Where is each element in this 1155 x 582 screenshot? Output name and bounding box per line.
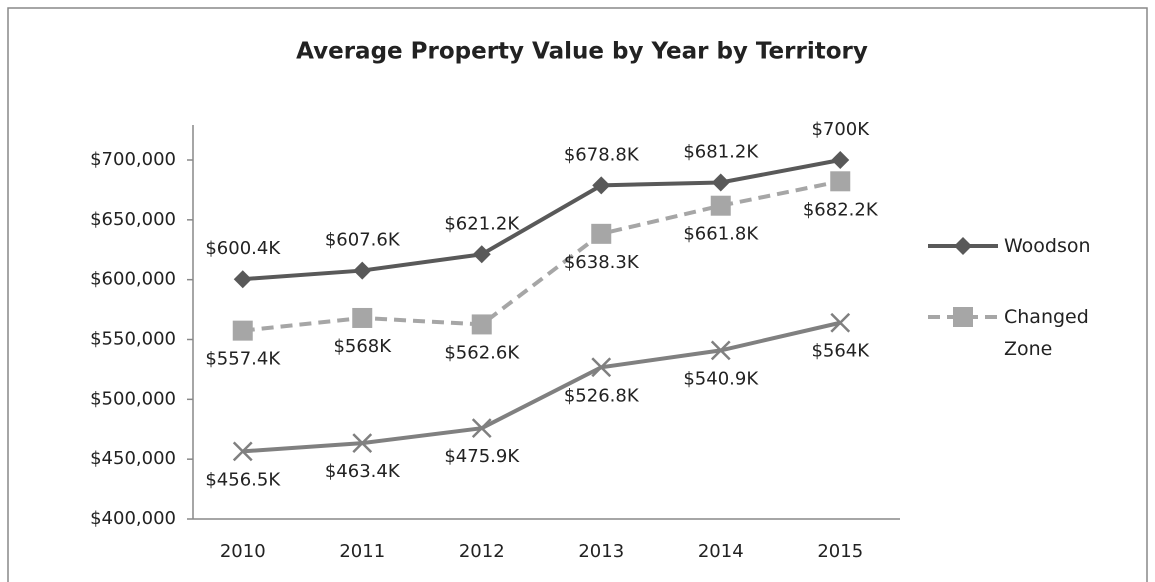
data-point bbox=[352, 433, 373, 454]
data-point bbox=[592, 176, 611, 195]
x-tick-label: 2011 bbox=[339, 541, 385, 562]
y-tick-label: $700,000 bbox=[90, 149, 176, 170]
legend-marker bbox=[954, 237, 972, 255]
y-tick-label: $450,000 bbox=[90, 448, 176, 469]
data-point bbox=[591, 357, 612, 378]
data-label: $661.8K bbox=[683, 224, 759, 245]
data-label: $557.4K bbox=[205, 349, 281, 370]
data-label: $678.8K bbox=[564, 144, 640, 165]
series-line bbox=[242, 158, 841, 282]
data-label: $463.4K bbox=[325, 461, 401, 482]
data-label: $562.6K bbox=[444, 342, 520, 363]
data-label: $621.2K bbox=[444, 213, 520, 234]
y-tick-label: $650,000 bbox=[90, 209, 176, 230]
data-label: $600.4K bbox=[205, 238, 281, 259]
data-point bbox=[352, 307, 373, 328]
data-point bbox=[711, 173, 730, 192]
x-tick-label: 2010 bbox=[220, 541, 266, 562]
data-point bbox=[232, 320, 253, 341]
legend-marker bbox=[953, 307, 973, 327]
data-point bbox=[831, 151, 850, 169]
x-tick-label: 2013 bbox=[578, 541, 624, 562]
data-point bbox=[471, 314, 492, 335]
data-label: $526.8K bbox=[564, 385, 640, 406]
data-point bbox=[472, 245, 491, 264]
data-point bbox=[353, 261, 372, 280]
data-point bbox=[591, 223, 612, 244]
y-tick-label: $500,000 bbox=[90, 388, 176, 409]
data-label: $700K bbox=[811, 119, 870, 140]
data-label: $475.9K bbox=[444, 446, 520, 467]
series-line bbox=[242, 179, 841, 333]
data-point bbox=[232, 441, 253, 462]
data-label: $681.2K bbox=[683, 141, 759, 162]
data-label: $564K bbox=[811, 341, 870, 362]
y-tick-label: $600,000 bbox=[90, 269, 176, 290]
data-point bbox=[830, 312, 851, 333]
data-point bbox=[710, 340, 731, 361]
data-point bbox=[233, 270, 252, 289]
data-point bbox=[830, 171, 851, 192]
x-tick-label: 2012 bbox=[459, 541, 505, 562]
legend-label: Changed Zone bbox=[1004, 306, 1089, 360]
x-tick-label: 2014 bbox=[698, 541, 744, 562]
data-label: $682.2K bbox=[803, 199, 879, 220]
data-label: $540.9K bbox=[683, 368, 759, 389]
x-tick-label: 2015 bbox=[817, 541, 863, 562]
data-label: $638.3K bbox=[564, 252, 640, 273]
data-label: $568K bbox=[333, 336, 392, 357]
series-line bbox=[242, 320, 841, 454]
y-tick-label: $400,000 bbox=[90, 508, 176, 529]
data-label: $456.5K bbox=[205, 469, 281, 490]
data-point bbox=[471, 418, 492, 439]
y-tick-label: $550,000 bbox=[90, 329, 176, 350]
legend-label: Woodson bbox=[1004, 235, 1091, 257]
data-label: $607.6K bbox=[325, 230, 401, 251]
chart-border bbox=[7, 7, 1148, 582]
data-point bbox=[710, 195, 731, 216]
chart-title: Average Property Value by Year by Territ… bbox=[296, 39, 868, 65]
